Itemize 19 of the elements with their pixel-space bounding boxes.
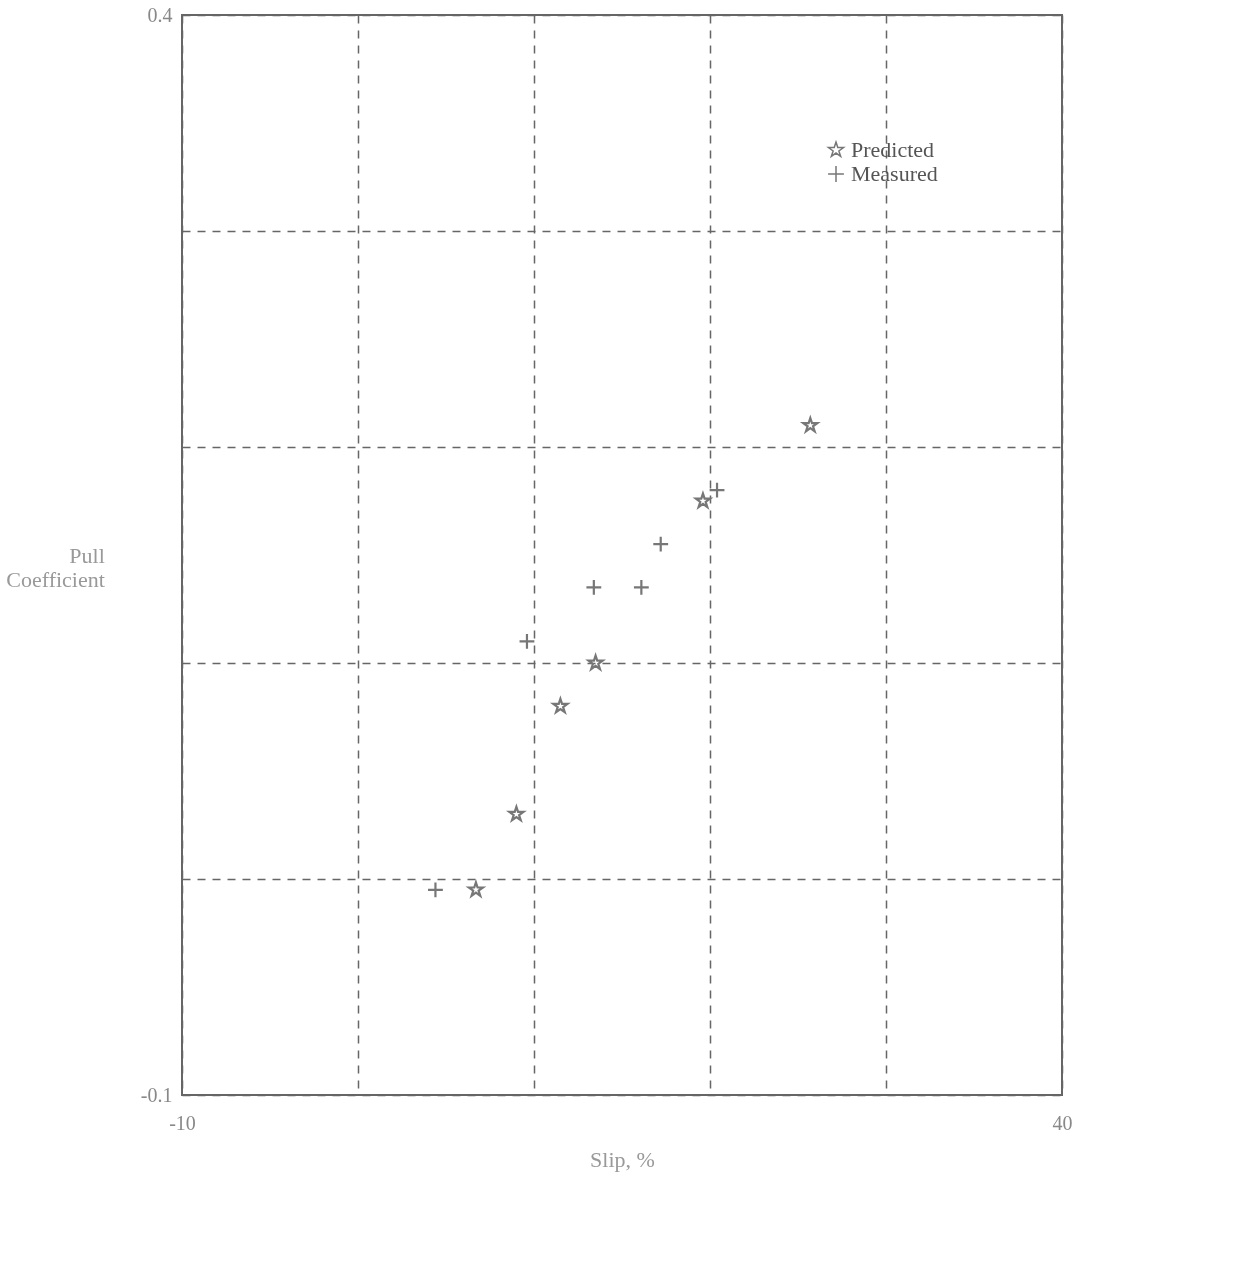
x-tick-label: -10 xyxy=(169,1111,196,1134)
point xyxy=(652,535,670,553)
point xyxy=(692,490,714,510)
point xyxy=(506,803,527,823)
point xyxy=(632,578,650,596)
x-tick-label: 40 xyxy=(1052,1111,1073,1134)
legend-label: Predicted xyxy=(851,137,935,162)
point xyxy=(708,481,726,499)
y-tick-label: 0.4 xyxy=(147,3,173,26)
point xyxy=(426,881,444,899)
point xyxy=(550,695,571,715)
y-axis-title: Pull Coefficient xyxy=(6,542,105,592)
x-axis-title: Slip, % xyxy=(590,1146,655,1172)
y-tick-label: -0.1 xyxy=(140,1083,173,1106)
point xyxy=(585,578,603,596)
point xyxy=(800,414,821,434)
point xyxy=(518,632,536,650)
point xyxy=(465,879,487,899)
legend-label: Measured xyxy=(851,161,938,186)
